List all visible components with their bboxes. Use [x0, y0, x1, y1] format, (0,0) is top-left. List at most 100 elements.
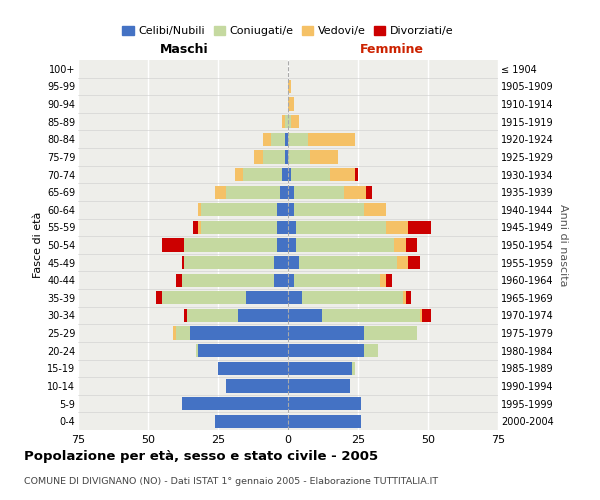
Text: Popolazione per età, sesso e stato civile - 2005: Popolazione per età, sesso e stato civil…	[24, 450, 378, 463]
Bar	[182, 274, 274, 287]
Bar	[322, 309, 419, 322]
Bar	[187, 309, 238, 322]
Bar	[288, 132, 308, 146]
Bar	[296, 221, 386, 234]
Bar	[288, 326, 364, 340]
Bar	[288, 203, 293, 216]
Text: COMUNE DI DIVIGNANO (NO) - Dati ISTAT 1° gennaio 2005 - Elaborazione TUTTITALIA.: COMUNE DI DIVIGNANO (NO) - Dati ISTAT 1°…	[24, 478, 438, 486]
Bar	[263, 150, 285, 164]
Bar	[288, 256, 299, 269]
Bar	[288, 98, 293, 110]
Bar	[293, 274, 380, 287]
Bar	[288, 309, 322, 322]
Bar	[199, 203, 201, 216]
Bar	[184, 309, 187, 322]
Bar	[288, 80, 291, 93]
Bar	[235, 168, 243, 181]
Bar	[293, 186, 344, 198]
Bar	[352, 362, 355, 375]
Bar	[296, 238, 394, 252]
Bar	[283, 115, 285, 128]
Bar	[288, 238, 296, 252]
Bar	[201, 203, 277, 216]
Bar	[246, 291, 288, 304]
Bar	[283, 168, 288, 181]
Bar	[394, 238, 406, 252]
Bar	[288, 397, 361, 410]
Bar	[288, 414, 361, 428]
Bar	[176, 326, 190, 340]
Bar	[199, 221, 201, 234]
Bar	[355, 168, 358, 181]
Bar	[285, 115, 288, 128]
Bar	[182, 256, 184, 269]
Bar	[302, 291, 403, 304]
Bar	[397, 256, 409, 269]
Bar	[162, 291, 246, 304]
Bar	[215, 414, 288, 428]
Bar	[157, 291, 162, 304]
Bar	[419, 309, 422, 322]
Bar	[288, 380, 350, 392]
Bar	[173, 326, 176, 340]
Bar	[403, 291, 406, 304]
Bar	[288, 362, 352, 375]
Bar	[199, 344, 288, 358]
Bar	[406, 238, 417, 252]
Bar	[386, 274, 392, 287]
Bar	[409, 221, 431, 234]
Bar	[299, 256, 397, 269]
Bar	[288, 221, 296, 234]
Bar	[288, 291, 302, 304]
Text: Femmine: Femmine	[359, 44, 424, 57]
Bar	[277, 203, 288, 216]
Text: Maschi: Maschi	[160, 44, 209, 57]
Bar	[254, 150, 263, 164]
Bar	[367, 186, 372, 198]
Bar	[176, 274, 182, 287]
Bar	[344, 186, 367, 198]
Bar	[386, 221, 409, 234]
Bar	[409, 256, 419, 269]
Bar	[218, 362, 288, 375]
Bar	[288, 274, 293, 287]
Bar	[193, 221, 199, 234]
Bar	[162, 238, 184, 252]
Bar	[406, 291, 411, 304]
Bar	[182, 397, 288, 410]
Bar	[226, 380, 288, 392]
Bar	[364, 326, 417, 340]
Bar	[288, 168, 291, 181]
Bar	[271, 132, 285, 146]
Bar	[201, 221, 277, 234]
Legend: Celibi/Nubili, Coniugati/e, Vedovi/e, Divorziati/e: Celibi/Nubili, Coniugati/e, Vedovi/e, Di…	[118, 21, 458, 40]
Bar	[238, 309, 288, 322]
Bar	[226, 186, 280, 198]
Bar	[277, 238, 288, 252]
Bar	[285, 150, 288, 164]
Bar	[190, 326, 288, 340]
Bar	[196, 344, 199, 358]
Bar	[274, 256, 288, 269]
Bar	[291, 115, 299, 128]
Bar	[291, 168, 330, 181]
Bar	[288, 115, 291, 128]
Bar	[184, 238, 277, 252]
Y-axis label: Fasce di età: Fasce di età	[32, 212, 43, 278]
Bar	[380, 274, 386, 287]
Bar	[184, 256, 274, 269]
Bar	[277, 221, 288, 234]
Bar	[308, 132, 355, 146]
Bar	[243, 168, 283, 181]
Bar	[215, 186, 226, 198]
Bar	[330, 168, 355, 181]
Bar	[293, 203, 364, 216]
Bar	[274, 274, 288, 287]
Bar	[280, 186, 288, 198]
Bar	[364, 203, 386, 216]
Bar	[263, 132, 271, 146]
Bar	[288, 344, 364, 358]
Bar	[364, 344, 377, 358]
Bar	[285, 132, 288, 146]
Bar	[422, 309, 431, 322]
